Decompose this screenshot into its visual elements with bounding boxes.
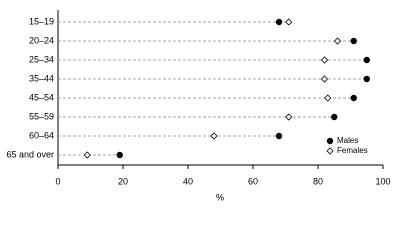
y-tick-label: 55–59 bbox=[29, 111, 54, 121]
y-tick-label: 65 and over bbox=[6, 149, 54, 159]
dot-marker bbox=[116, 151, 123, 159]
dot-marker bbox=[320, 75, 329, 83]
x-tick-label: 20 bbox=[118, 176, 128, 186]
chart: % 0 20 40 60 80 100 15–19 20–24 25–34 35–44 45–54 5… bbox=[6, 10, 391, 202]
dot-marker bbox=[83, 151, 91, 159]
dot-marker bbox=[350, 37, 357, 45]
dot-marker bbox=[326, 137, 334, 145]
dot-marker bbox=[324, 94, 332, 102]
dot-marker bbox=[275, 132, 283, 140]
y-tick-label: 45–54 bbox=[29, 92, 54, 102]
dot-marker bbox=[326, 147, 334, 155]
x-tick-label: 60 bbox=[248, 176, 258, 186]
dot-marker bbox=[275, 18, 283, 26]
x-tick-label: 40 bbox=[183, 176, 193, 186]
y-tick-label: 25–34 bbox=[29, 54, 54, 64]
x-tick-label: 0 bbox=[55, 176, 60, 186]
dot-marker bbox=[210, 132, 218, 140]
dot-marker bbox=[285, 113, 293, 121]
dot-marker bbox=[285, 18, 293, 26]
dot-marker bbox=[333, 37, 342, 45]
y-tick-label: 60–64 bbox=[29, 130, 54, 140]
legend-label: Males bbox=[337, 136, 358, 145]
x-tick-label: 80 bbox=[313, 176, 323, 186]
y-tick-label: 35–44 bbox=[29, 73, 54, 83]
dot-marker bbox=[350, 94, 357, 102]
dot-marker bbox=[331, 113, 338, 121]
y-tick-label: 20–24 bbox=[29, 35, 54, 45]
x-tick-label: 100 bbox=[375, 176, 390, 186]
legend-label: Females bbox=[337, 146, 368, 155]
dot-marker bbox=[363, 56, 370, 64]
dot-marker bbox=[320, 56, 329, 64]
x-axis-label: % bbox=[216, 192, 224, 202]
dot-marker bbox=[363, 75, 370, 83]
y-tick-label: 15–19 bbox=[29, 16, 54, 26]
